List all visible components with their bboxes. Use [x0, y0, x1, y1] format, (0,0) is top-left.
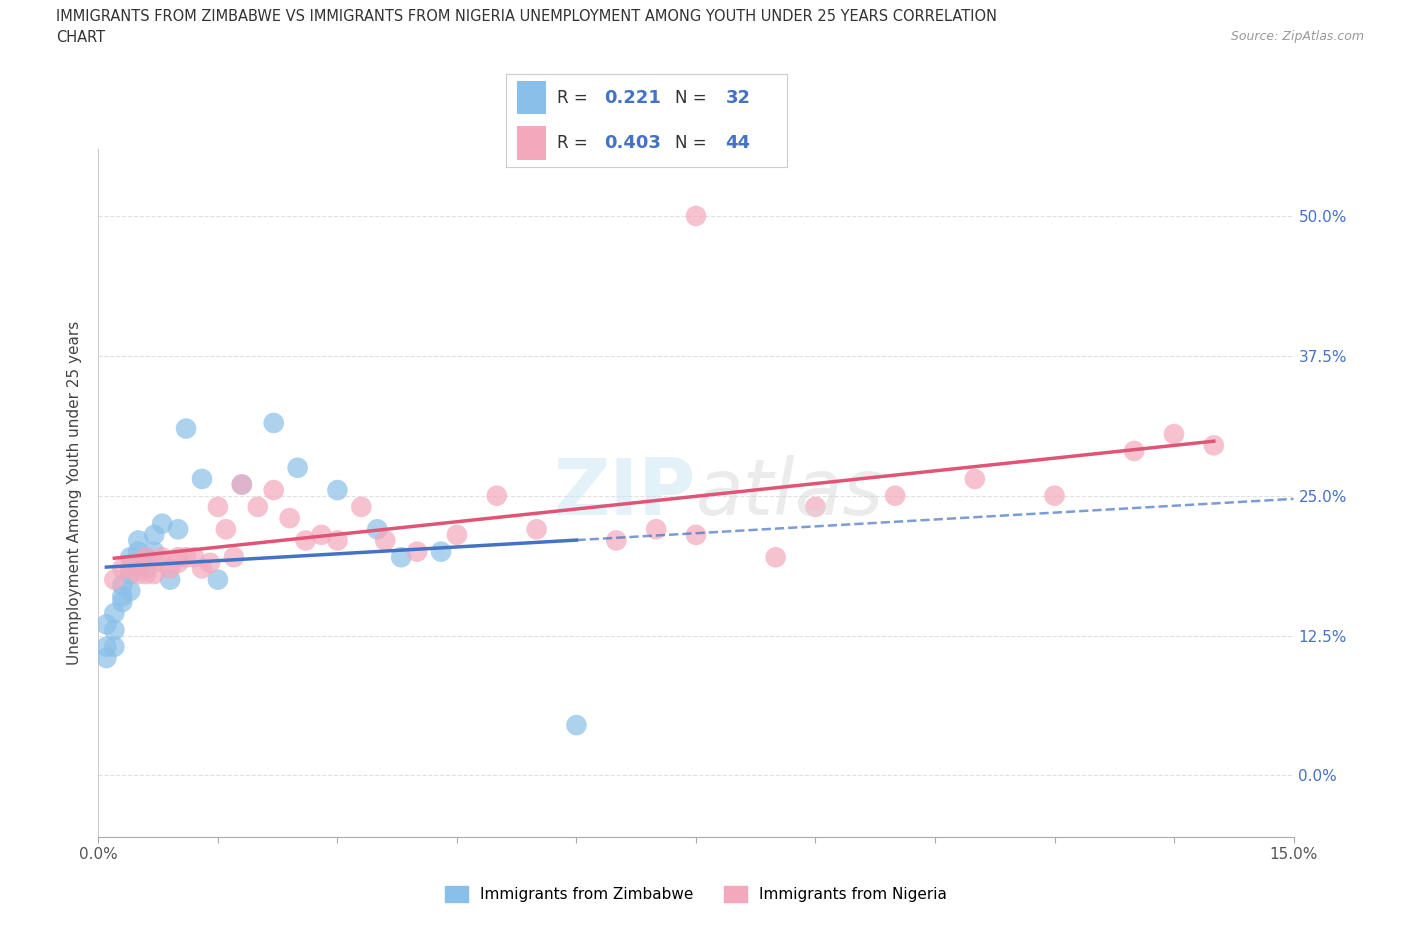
Point [127, 544, 149, 559]
Point [103, 639, 125, 654]
Point [366, 522, 388, 537]
Text: Source: ZipAtlas.com: Source: ZipAtlas.com [1230, 30, 1364, 43]
Point [191, 472, 214, 486]
Point [287, 460, 309, 475]
Point [1043, 488, 1066, 503]
Point [565, 718, 588, 733]
Text: R =: R = [557, 134, 593, 152]
Point [143, 566, 166, 581]
Point [884, 488, 907, 503]
Point [278, 511, 301, 525]
Point [135, 550, 157, 565]
Point [263, 416, 285, 431]
Point [135, 561, 157, 576]
Point [446, 527, 468, 542]
Point [174, 421, 197, 436]
Point [111, 561, 134, 576]
Point [406, 544, 429, 559]
Point [120, 561, 142, 576]
Point [111, 589, 134, 604]
Point [263, 483, 285, 498]
Point [103, 622, 125, 637]
Point [485, 488, 508, 503]
Point [231, 477, 253, 492]
Point [326, 533, 349, 548]
Point [103, 572, 125, 587]
Point [143, 527, 166, 542]
Point [215, 522, 238, 537]
Point [1123, 444, 1146, 458]
Point [96, 639, 118, 654]
Text: IMMIGRANTS FROM ZIMBABWE VS IMMIGRANTS FROM NIGERIA UNEMPLOYMENT AMONG YOUTH UND: IMMIGRANTS FROM ZIMBABWE VS IMMIGRANTS F… [56, 9, 997, 24]
Point [1163, 427, 1185, 442]
Point [685, 208, 707, 223]
Point [207, 499, 229, 514]
Text: R =: R = [557, 89, 593, 107]
Text: N =: N = [675, 134, 711, 152]
Text: 44: 44 [725, 134, 751, 152]
Legend: Immigrants from Zimbabwe, Immigrants from Nigeria: Immigrants from Zimbabwe, Immigrants fro… [439, 881, 953, 909]
Point [605, 533, 627, 548]
Text: N =: N = [675, 89, 711, 107]
Point [326, 483, 349, 498]
Point [150, 555, 173, 570]
Point [198, 555, 221, 570]
Point [374, 533, 396, 548]
Point [645, 522, 668, 537]
FancyBboxPatch shape [517, 126, 546, 160]
Point [174, 550, 197, 565]
Point [389, 550, 412, 565]
Text: ZIP: ZIP [554, 455, 696, 531]
Point [294, 533, 316, 548]
Point [159, 572, 181, 587]
Point [311, 527, 333, 542]
Point [685, 527, 707, 542]
Point [231, 477, 253, 492]
Point [526, 522, 548, 537]
Point [430, 544, 453, 559]
Point [96, 617, 118, 631]
Point [191, 561, 214, 576]
Point [103, 605, 125, 620]
Point [167, 555, 190, 570]
Point [246, 499, 269, 514]
Point [207, 572, 229, 587]
Point [127, 566, 149, 581]
Point [135, 550, 157, 565]
Point [350, 499, 373, 514]
Point [167, 550, 190, 565]
Point [804, 499, 827, 514]
Point [120, 583, 142, 598]
Text: 0.221: 0.221 [605, 89, 661, 107]
Point [120, 566, 142, 581]
Point [143, 544, 166, 559]
Point [167, 522, 190, 537]
Point [96, 650, 118, 665]
Text: CHART: CHART [56, 30, 105, 45]
Point [150, 550, 173, 565]
Point [183, 550, 205, 565]
Point [127, 533, 149, 548]
Point [1202, 438, 1225, 453]
Point [222, 550, 245, 565]
Text: atlas: atlas [696, 455, 884, 531]
Point [120, 550, 142, 565]
Point [150, 516, 173, 531]
Text: 0.403: 0.403 [605, 134, 661, 152]
Point [111, 594, 134, 609]
Point [963, 472, 986, 486]
FancyBboxPatch shape [517, 81, 546, 114]
Point [127, 555, 149, 570]
Point [135, 566, 157, 581]
Point [159, 561, 181, 576]
Point [765, 550, 787, 565]
Text: 32: 32 [725, 89, 751, 107]
Y-axis label: Unemployment Among Youth under 25 years: Unemployment Among Youth under 25 years [67, 321, 83, 665]
Point [111, 578, 134, 592]
